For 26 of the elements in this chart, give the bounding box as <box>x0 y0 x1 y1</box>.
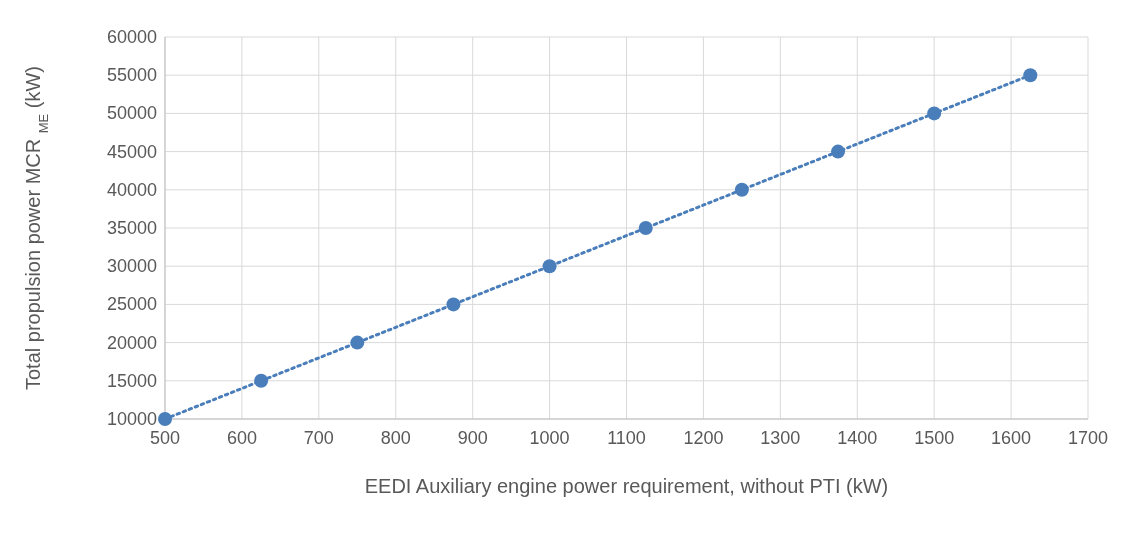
x-tick-label: 1200 <box>683 428 724 448</box>
y-tick-label: 50000 <box>106 103 157 124</box>
y-tick-label: 20000 <box>106 332 157 353</box>
x-tick-label: 800 <box>380 428 411 448</box>
x-tick-label: 600 <box>226 428 257 448</box>
y-tick-label: 10000 <box>106 409 157 429</box>
x-axis-title: EEDI Auxiliary engine power requirement, without PTI (kW) <box>364 475 889 497</box>
y-tick-label: 35000 <box>106 218 157 238</box>
x-tick-label: 1000 <box>529 428 570 448</box>
y-tick-label: 25000 <box>106 294 157 315</box>
x-tick-label: 500 <box>149 428 181 448</box>
x-tick-label: 1300 <box>760 428 801 448</box>
y-tick-label: 15000 <box>106 370 157 391</box>
x-tick-label: 700 <box>303 428 334 448</box>
y-tick-label: 55000 <box>106 65 157 86</box>
x-tick-label: 900 <box>457 428 488 448</box>
y-tick-label: 45000 <box>106 141 157 162</box>
x-tick-label: 1400 <box>837 428 878 448</box>
x-tick-label: 1600 <box>991 428 1032 448</box>
x-tick-label: 1500 <box>914 428 955 448</box>
y-tick-label: 60000 <box>106 27 157 47</box>
x-tick-label: 1700 <box>1067 428 1109 448</box>
x-tick-label: 1100 <box>607 428 646 448</box>
point <box>158 412 172 426</box>
y-tick-label: 30000 <box>106 256 157 277</box>
y-tick-label: 40000 <box>106 179 157 200</box>
